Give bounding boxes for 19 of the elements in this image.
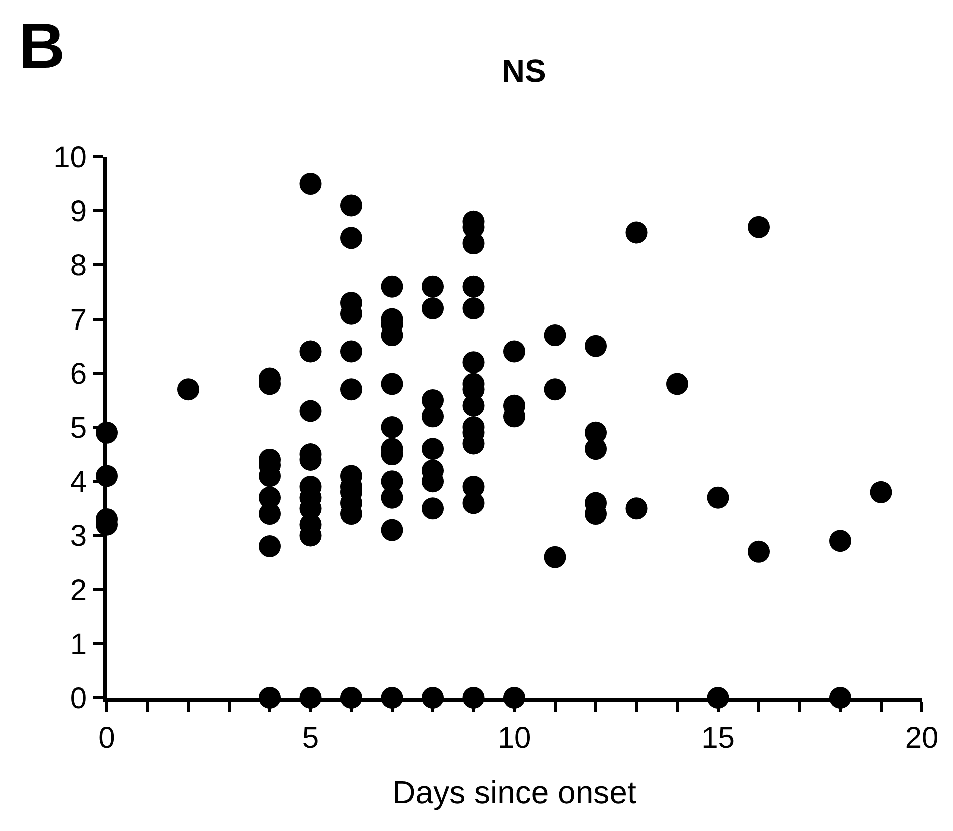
x-tick-label: 5 — [302, 722, 320, 755]
y-tick-label: 5 — [70, 412, 87, 445]
y-tick-label: 0 — [70, 682, 87, 716]
x-tick-label: 20 — [905, 722, 939, 755]
y-tick-label: 6 — [70, 358, 87, 391]
y-tick-label: 9 — [70, 196, 87, 229]
chart-title: NS — [502, 52, 546, 89]
y-tick-label: 3 — [70, 520, 87, 554]
x-tick-label: 10 — [498, 722, 532, 755]
y-tick-label: 10 — [54, 142, 87, 174]
y-tick-label: 1 — [70, 628, 87, 662]
y-tick-label: 7 — [70, 304, 87, 337]
x-axis-title: Days since onset — [392, 774, 636, 810]
y-tick-label: 2 — [70, 574, 87, 608]
x-tick-label: 0 — [98, 722, 116, 755]
text: B — [19, 10, 66, 82]
y-tick-label: 8 — [70, 250, 87, 283]
y-tick-label: 4 — [70, 466, 87, 500]
x-tick-label: 15 — [702, 722, 735, 755]
